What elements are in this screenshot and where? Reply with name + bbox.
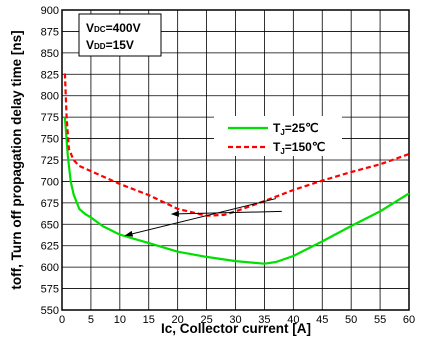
y-tick-label: 650 [41, 219, 59, 231]
x-tick-label: 0 [59, 314, 65, 326]
y-tick-label: 725 [41, 155, 59, 167]
legend-label: TJ=25℃ [273, 121, 319, 137]
y-axis-title: toff, Turn off propagation delay time [n… [9, 30, 24, 289]
y-tick-label: 775 [41, 112, 59, 124]
y-tick-label: 700 [41, 176, 59, 188]
y-tick-label: 600 [41, 262, 59, 274]
y-tick-label: 875 [41, 26, 59, 38]
series-group [65, 73, 409, 263]
y-tick-label: 750 [41, 134, 59, 146]
legend: TJ=25℃TJ=150℃ [214, 116, 342, 156]
x-tick-label: 55 [374, 314, 386, 326]
y-tick-label: 675 [41, 198, 59, 210]
y-tick-label: 800 [41, 91, 59, 103]
annotation-arrow [172, 211, 282, 214]
y-tick-label: 825 [41, 69, 59, 81]
y-tick-label: 550 [41, 305, 59, 317]
x-tick-label: 45 [316, 314, 328, 326]
y-tick-label: 850 [41, 48, 59, 60]
x-tick-label: 50 [345, 314, 357, 326]
x-axis-title: Ic, Collector current [A] [161, 321, 311, 336]
x-tick-label: 60 [403, 314, 415, 326]
y-tick-label: 575 [41, 284, 59, 296]
x-tick-label: 15 [143, 314, 155, 326]
y-tick-label: 625 [41, 241, 59, 253]
y-tick-label: 900 [41, 5, 59, 17]
vdd-label: VDD=15V [86, 38, 134, 52]
x-tick-label: 10 [114, 314, 126, 326]
x-tick-label: 5 [88, 314, 94, 326]
annotation-arrow [126, 199, 276, 236]
